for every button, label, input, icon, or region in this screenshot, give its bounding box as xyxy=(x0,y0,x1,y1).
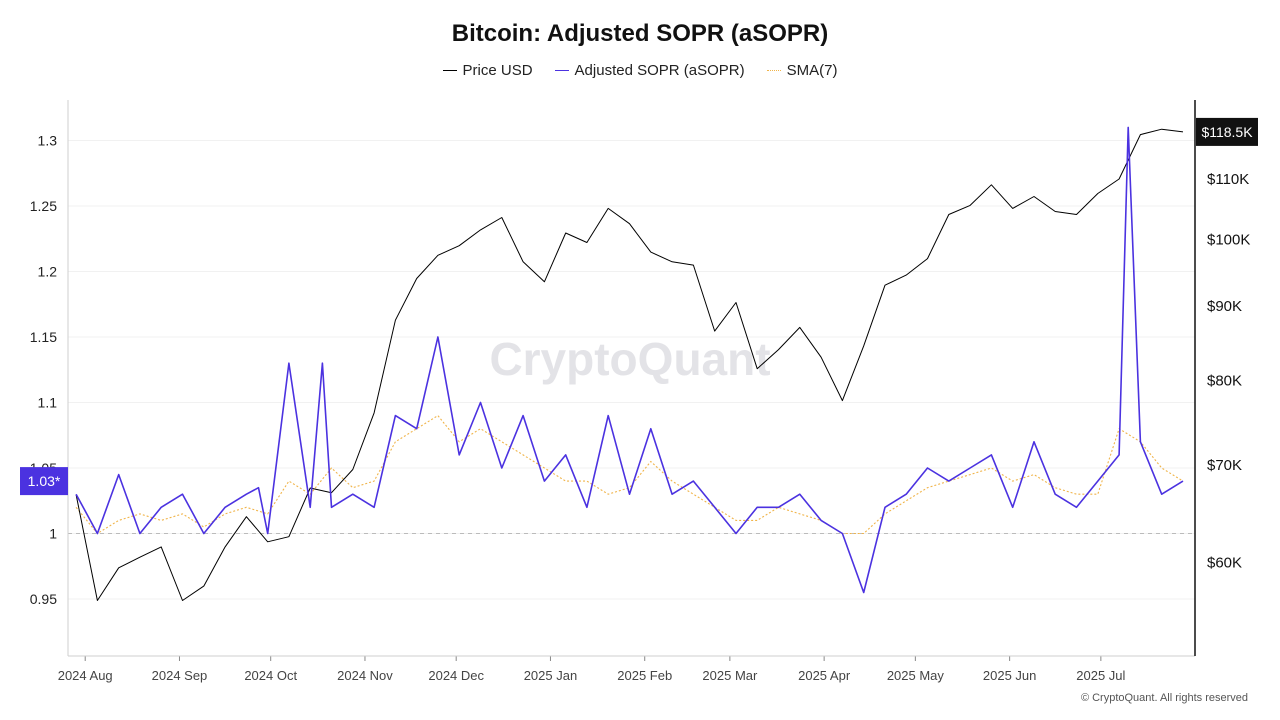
x-tick-label: 2024 Sep xyxy=(152,668,208,683)
current-sopr-badge xyxy=(20,467,68,496)
legend-item-price[interactable]: Price USD xyxy=(442,62,533,79)
y-right-tick-label: $80K xyxy=(1207,372,1242,389)
y-right-tick-label: $90K xyxy=(1207,298,1242,315)
price-series-line xyxy=(75,128,1184,601)
x-tick-label: 2024 Aug xyxy=(58,668,113,683)
legend-label-sma: SMA(7) xyxy=(786,62,838,79)
y-right-tick-label: $110K xyxy=(1207,171,1249,188)
chart-title: Bitcoin: Adjusted SOPR (aSOPR) xyxy=(451,20,829,47)
x-tick-label: 2024 Dec xyxy=(428,668,484,683)
axes: 0.9511.051.11.151.21.251.3$60K$70K$80K$9… xyxy=(20,100,1258,683)
current-price-label: $118.5K xyxy=(1201,124,1253,140)
y-left-tick-label: 1.2 xyxy=(38,264,58,280)
x-tick-label: 2025 Jun xyxy=(983,668,1037,683)
x-tick-label: 2025 Apr xyxy=(798,668,851,683)
x-tick-label: 2024 Nov xyxy=(337,668,393,683)
legend-item-sma[interactable]: SMA(7) xyxy=(766,62,838,79)
current-sopr-label: 1.03* xyxy=(28,473,61,489)
watermark-text: CryptoQuant xyxy=(489,333,770,385)
x-tick-label: 2025 May xyxy=(887,668,945,683)
x-tick-label: 2025 Mar xyxy=(702,668,758,683)
series-layer xyxy=(75,126,1184,601)
y-left-tick-label: 1.25 xyxy=(30,198,57,214)
current-price-badge xyxy=(1196,117,1258,146)
legend-swatch-price xyxy=(442,70,457,71)
x-tick-label: 2025 Jul xyxy=(1076,668,1125,683)
y-left-tick-label: 1.3 xyxy=(38,133,58,149)
x-tick-label: 2025 Jan xyxy=(524,668,578,683)
y-left-tick-label: 1 xyxy=(49,526,57,542)
legend-swatch-asopr xyxy=(554,70,569,71)
x-tick-label: 2025 Feb xyxy=(617,668,672,683)
chart-legend: Price USD Adjusted SOPR (aSOPR) SMA(7) xyxy=(0,62,1280,79)
y-right-tick-label: $70K xyxy=(1207,457,1242,474)
y-right-tick-label: $100K xyxy=(1207,231,1250,248)
legend-label-price: Price USD xyxy=(462,62,533,79)
sma7-series-line xyxy=(75,415,1184,535)
y-left-tick-label: 1.15 xyxy=(30,329,57,345)
legend-swatch-sma xyxy=(766,70,781,71)
y-left-tick-label: 0.95 xyxy=(30,591,57,607)
y-left-tick-label: 1.1 xyxy=(38,395,58,411)
x-tick-label: 2024 Oct xyxy=(244,668,297,683)
copyright-footer: © CryptoQuant. All rights reserved xyxy=(1080,692,1248,704)
legend-item-asopr[interactable]: Adjusted SOPR (aSOPR) xyxy=(554,62,745,79)
legend-label-asopr: Adjusted SOPR (aSOPR) xyxy=(574,62,745,79)
asopr-series-line xyxy=(75,126,1184,594)
y-right-tick-label: $60K xyxy=(1207,555,1242,572)
